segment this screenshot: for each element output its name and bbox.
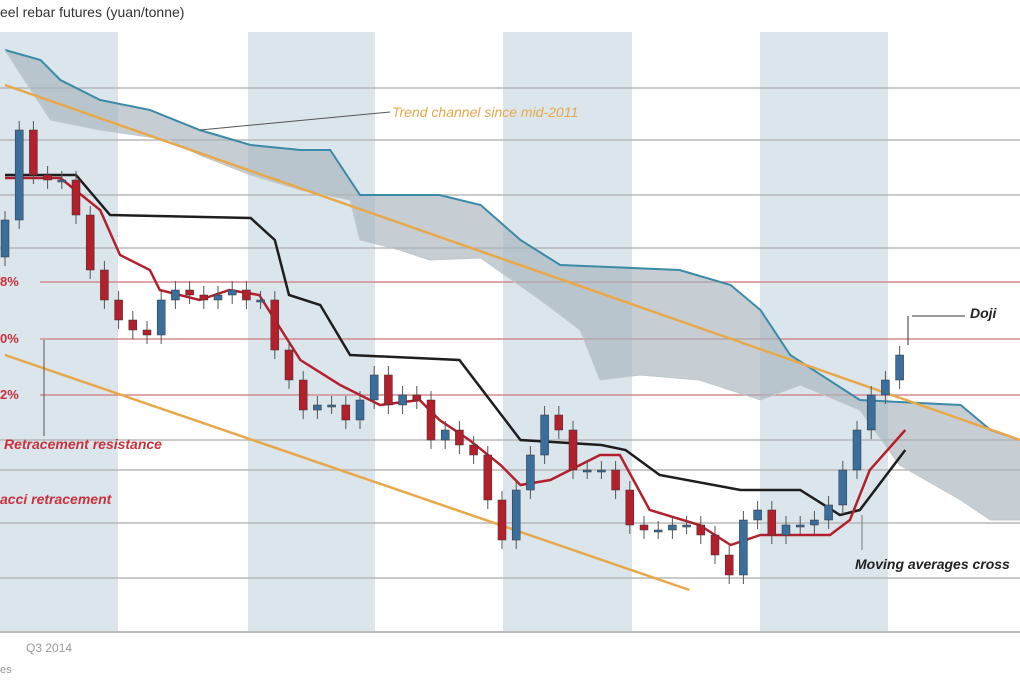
x-axis-label: Q3 2014: [26, 641, 73, 655]
candle-down: [483, 454, 493, 501]
annotation-moving-averages-cross: Moving averages cross: [855, 556, 1010, 572]
trend-line-upper: [4, 83, 1020, 442]
candle-down: [185, 289, 194, 296]
fib-label-1: 8%: [0, 274, 19, 289]
candle-down: [412, 394, 422, 401]
candle-down: [639, 524, 649, 531]
candle-up: [526, 454, 535, 491]
candle-up: [355, 399, 365, 421]
period-band: [760, 32, 888, 632]
candle-down: [497, 499, 507, 541]
candle-up: [653, 529, 663, 533]
candle-up: [781, 524, 791, 536]
candle-down: [426, 399, 436, 441]
candle-down: [767, 509, 777, 536]
candle-up: [682, 524, 691, 528]
candle-down: [724, 554, 734, 576]
candle-down: [114, 299, 123, 321]
candle-down: [242, 289, 251, 301]
candle-down: [341, 404, 351, 421]
candle-down: [71, 179, 81, 216]
trend-line-lower: [4, 353, 690, 592]
candle-up: [313, 404, 322, 411]
candle-up: [810, 519, 819, 526]
candle-up: [440, 429, 450, 441]
candle-down: [611, 469, 620, 491]
candle-down: [710, 534, 720, 556]
candle-up: [824, 504, 833, 521]
candle-up: [14, 129, 24, 221]
period-band: [248, 32, 375, 632]
candle-up: [369, 374, 379, 401]
annotation-retracement-resistance: Retracement resistance: [4, 436, 162, 452]
candle-up: [838, 469, 848, 506]
candle-up: [327, 404, 336, 408]
candle-down: [100, 269, 109, 301]
candle-up: [156, 299, 166, 336]
candle-up: [227, 289, 237, 296]
candle-up: [171, 289, 180, 301]
footnote: es: [0, 664, 12, 676]
candle-down: [284, 349, 294, 381]
candle-up: [511, 489, 521, 541]
candle-up: [582, 469, 592, 473]
candle-down: [43, 174, 52, 181]
candle-down: [142, 329, 152, 336]
ichimoku-cloud: [5, 50, 1020, 520]
candle-up: [881, 379, 890, 396]
candle-up: [739, 519, 748, 576]
candle-down: [554, 414, 564, 431]
annotation-fibonacci-retracement: acci retracement: [0, 491, 112, 507]
candle-up: [895, 354, 904, 381]
candle-down: [384, 374, 393, 406]
slow-moving-average: [5, 173, 907, 517]
candle-down: [85, 214, 95, 271]
candle-up: [213, 294, 223, 301]
candle-down: [29, 129, 38, 176]
cloud-upper-edge: [4, 49, 1020, 441]
candle-down: [696, 524, 706, 536]
candle-up: [866, 394, 876, 431]
candle-up: [398, 394, 407, 406]
trend-annotation-leader: [199, 111, 391, 131]
candle-down: [199, 294, 209, 301]
candle-down: [455, 429, 464, 446]
candle-down: [625, 489, 635, 526]
fib-label-2: 0%: [0, 331, 19, 346]
candle-down: [568, 429, 578, 471]
candle-down: [128, 319, 138, 331]
chart-title: eel rebar futures (yuan/tonne): [0, 4, 185, 20]
candle-down: [298, 379, 308, 411]
candle-up: [668, 524, 677, 531]
candle-down: [469, 444, 478, 456]
annotation-trend-channel: Trend channel since mid-2011: [392, 104, 579, 120]
candle-up: [540, 414, 549, 456]
candle-up: [256, 299, 265, 303]
candle-up: [795, 524, 805, 528]
candle-up: [852, 429, 862, 471]
candle-up: [753, 509, 762, 521]
candle-up: [0, 219, 10, 258]
annotation-doji: Doji: [970, 305, 997, 321]
fib-label-3: 2%: [0, 387, 19, 402]
candle-up: [597, 469, 606, 473]
candle-down: [270, 299, 280, 351]
candle-up: [57, 179, 67, 183]
